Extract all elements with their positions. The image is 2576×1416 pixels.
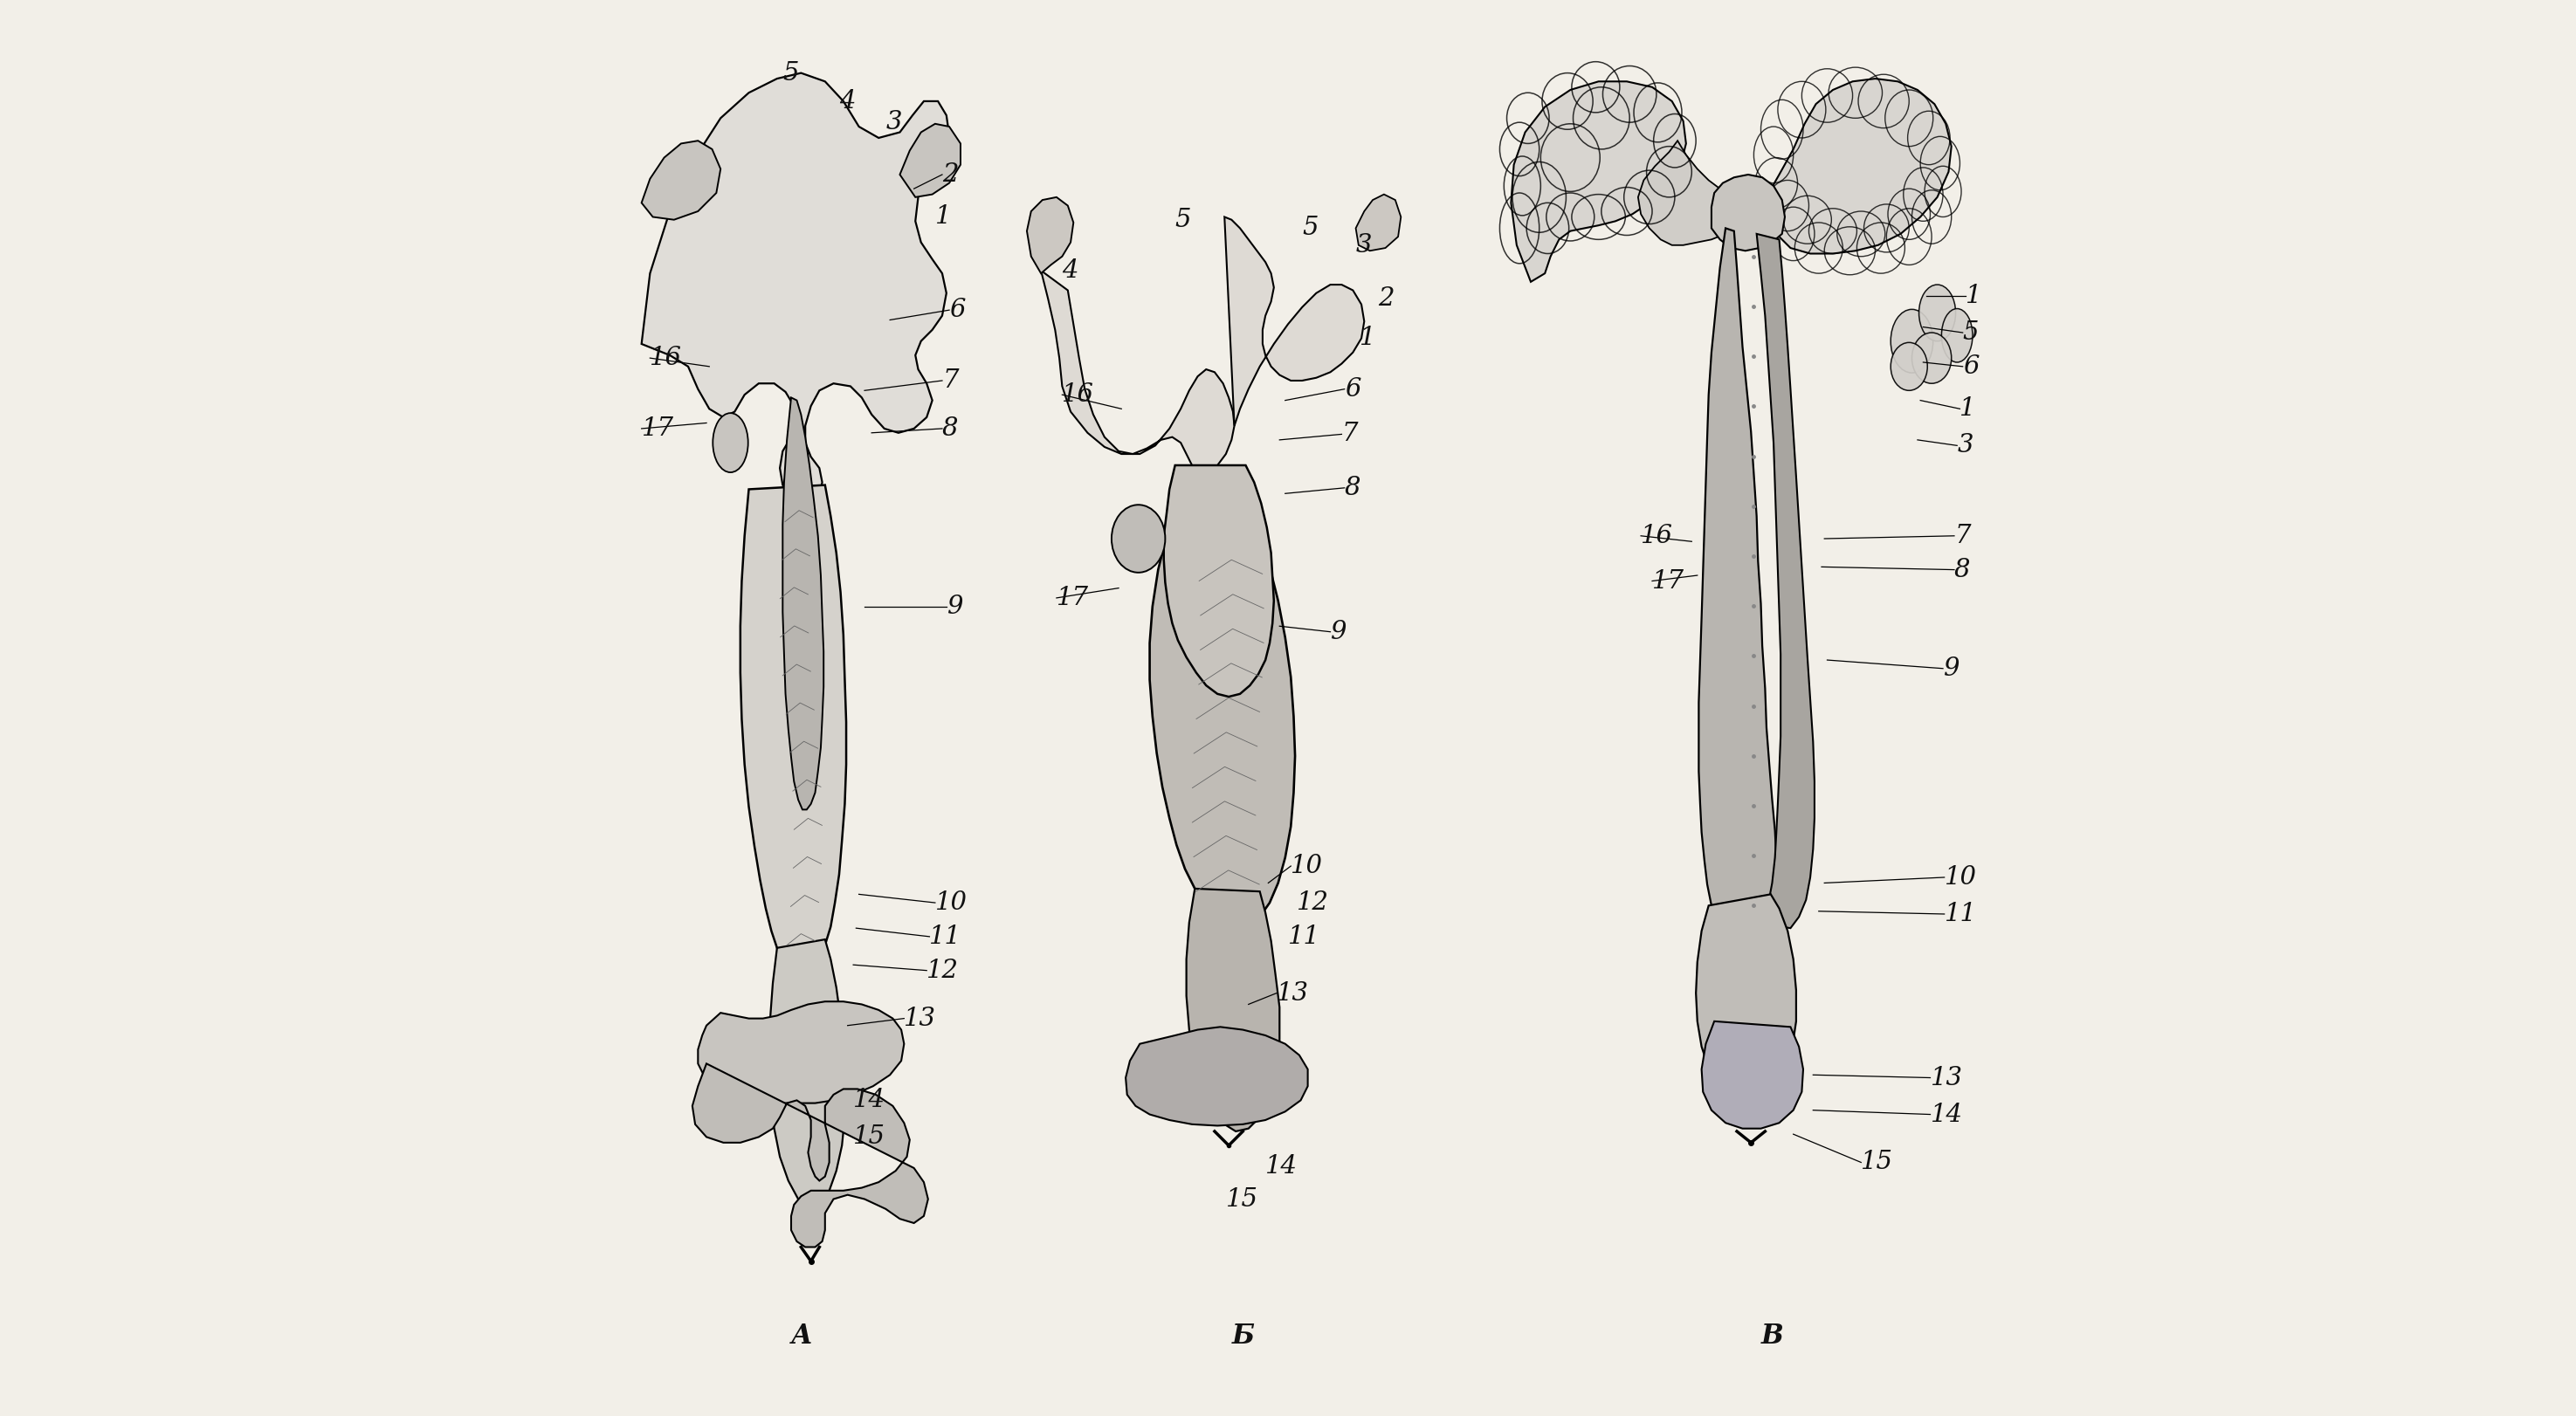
Text: 14: 14 <box>853 1087 886 1113</box>
Text: 15: 15 <box>1860 1150 1893 1175</box>
Polygon shape <box>1695 895 1795 1103</box>
Text: 16: 16 <box>649 346 683 370</box>
Ellipse shape <box>1891 309 1932 372</box>
Text: 11: 11 <box>930 925 961 949</box>
Text: 1: 1 <box>1360 326 1376 351</box>
Text: 16: 16 <box>1641 524 1674 548</box>
Text: 6: 6 <box>1963 354 1978 378</box>
Text: 12: 12 <box>927 959 958 983</box>
Ellipse shape <box>1919 285 1955 341</box>
Text: 17: 17 <box>1651 569 1685 593</box>
Text: 5: 5 <box>783 61 799 85</box>
Text: 15: 15 <box>853 1124 886 1150</box>
Text: 8: 8 <box>1345 476 1360 500</box>
Text: Б: Б <box>1231 1323 1255 1349</box>
Text: В: В <box>1762 1323 1783 1349</box>
Text: 9: 9 <box>1329 620 1347 644</box>
Polygon shape <box>899 123 961 197</box>
Text: 7: 7 <box>1342 422 1358 446</box>
Text: 9: 9 <box>1942 656 1960 681</box>
Text: 2: 2 <box>1378 286 1394 312</box>
Polygon shape <box>1028 197 1074 273</box>
Text: 3: 3 <box>886 110 902 135</box>
Text: 1: 1 <box>1960 396 1976 421</box>
Polygon shape <box>1703 1021 1803 1129</box>
Text: 10: 10 <box>1945 865 1976 889</box>
Text: 11: 11 <box>1288 925 1321 949</box>
Text: А: А <box>791 1323 814 1349</box>
Ellipse shape <box>1113 504 1164 572</box>
Polygon shape <box>1224 217 1365 426</box>
Polygon shape <box>1149 535 1296 927</box>
Polygon shape <box>1710 174 1785 251</box>
Polygon shape <box>641 140 721 219</box>
Text: 7: 7 <box>1955 524 1971 548</box>
Ellipse shape <box>714 413 747 473</box>
Text: 10: 10 <box>1291 854 1324 878</box>
Polygon shape <box>1041 270 1234 472</box>
Text: 11: 11 <box>1945 902 1976 926</box>
Text: 1: 1 <box>935 205 951 229</box>
Ellipse shape <box>1911 333 1953 384</box>
Text: 8: 8 <box>943 416 958 440</box>
Text: 6: 6 <box>1345 377 1360 401</box>
Polygon shape <box>1355 194 1401 251</box>
Polygon shape <box>698 1001 904 1103</box>
Text: 2: 2 <box>943 163 958 187</box>
Text: 5: 5 <box>1175 208 1190 232</box>
Polygon shape <box>1757 234 1814 927</box>
Polygon shape <box>1638 140 1749 245</box>
Polygon shape <box>739 486 845 973</box>
Polygon shape <box>1164 466 1275 697</box>
Polygon shape <box>1188 889 1280 1131</box>
Text: 14: 14 <box>1929 1102 1963 1127</box>
Text: 4: 4 <box>840 89 855 113</box>
Polygon shape <box>768 939 845 1209</box>
Text: 3: 3 <box>1355 232 1373 258</box>
Text: 1: 1 <box>1965 283 1981 309</box>
Text: 14: 14 <box>1265 1154 1298 1180</box>
Polygon shape <box>1698 228 1777 959</box>
Text: 13: 13 <box>904 1007 938 1031</box>
Text: 10: 10 <box>935 891 969 915</box>
Polygon shape <box>1767 79 1953 253</box>
Ellipse shape <box>1891 343 1927 391</box>
Polygon shape <box>783 398 824 810</box>
Text: 3: 3 <box>1958 433 1973 457</box>
Text: 8: 8 <box>1955 558 1971 582</box>
Text: 9: 9 <box>945 595 963 619</box>
Text: 13: 13 <box>1278 981 1309 1005</box>
Polygon shape <box>1126 1027 1309 1126</box>
Ellipse shape <box>1942 309 1973 362</box>
Text: 12: 12 <box>1296 891 1329 915</box>
Text: 6: 6 <box>948 297 966 323</box>
Text: 15: 15 <box>1226 1187 1257 1211</box>
Text: 17: 17 <box>1056 586 1090 610</box>
Text: 17: 17 <box>641 416 675 440</box>
Text: 7: 7 <box>943 368 958 392</box>
Text: 5: 5 <box>1963 320 1978 346</box>
Text: 4: 4 <box>1061 258 1079 283</box>
Polygon shape <box>641 74 948 504</box>
Text: 16: 16 <box>1061 382 1095 406</box>
Polygon shape <box>1512 82 1687 282</box>
Polygon shape <box>693 1063 927 1247</box>
Text: 5: 5 <box>1301 217 1319 241</box>
Text: 13: 13 <box>1929 1065 1963 1090</box>
